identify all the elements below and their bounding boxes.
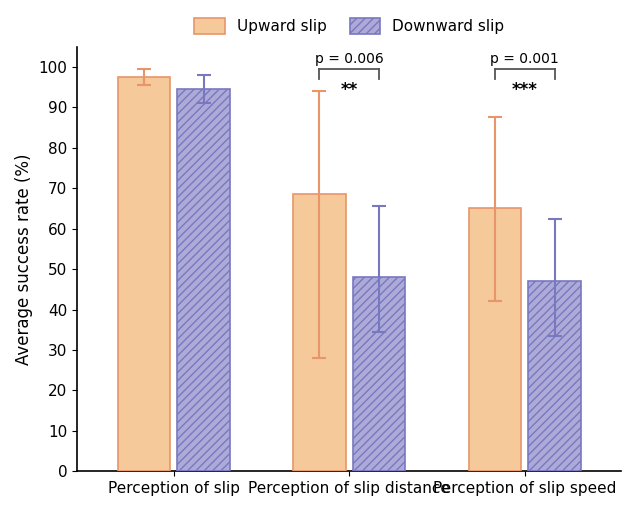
Y-axis label: Average success rate (%): Average success rate (%) [15,153,33,365]
Text: **: ** [340,81,358,99]
Bar [293,194,346,471]
Bar [468,208,521,471]
Bar [118,77,170,471]
Bar [353,277,405,471]
Bar [528,281,581,471]
Text: ***: *** [512,81,538,99]
Text: p = 0.006: p = 0.006 [315,52,383,66]
Text: p = 0.001: p = 0.001 [490,52,559,66]
Legend: Upward slip, Downward slip: Upward slip, Downward slip [188,12,511,40]
Bar [177,89,230,471]
